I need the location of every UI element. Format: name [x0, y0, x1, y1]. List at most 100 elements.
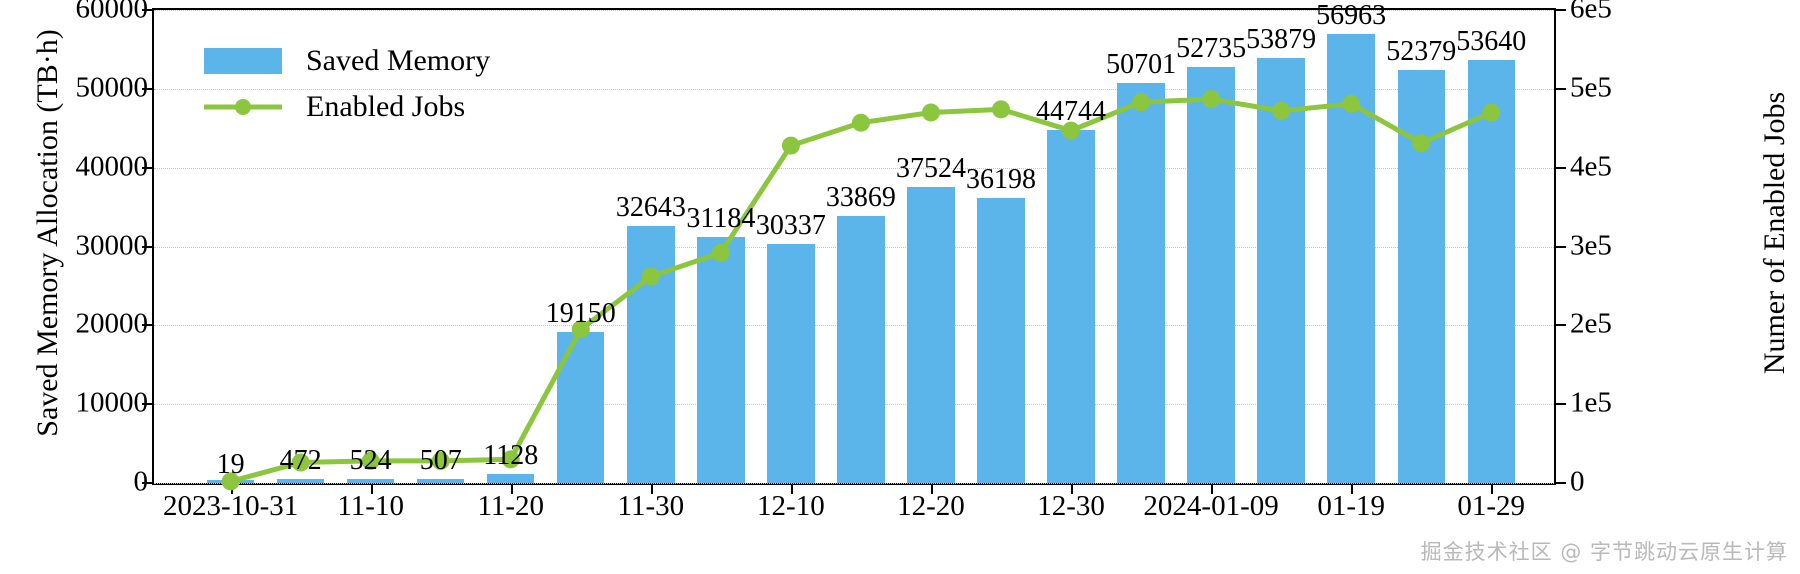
line-marker	[1062, 121, 1081, 140]
line-marker	[992, 100, 1010, 119]
bar-value-label: 33869	[825, 181, 896, 213]
line-marker	[291, 453, 310, 472]
bar-value-label: 36198	[966, 163, 1036, 195]
bar	[276, 479, 325, 483]
x-axis-tick-label: 01-19	[1317, 490, 1386, 522]
y-axis-left-tick-mark	[142, 166, 152, 169]
x-axis-tick-mark	[650, 485, 653, 494]
bar	[1257, 58, 1305, 483]
line-marker	[501, 450, 520, 469]
bar-value-label: 37524	[895, 153, 966, 185]
y-axis-right-tick-label: 5e5	[1570, 71, 1612, 104]
y-axis-right-tick-label: 0	[1570, 465, 1585, 498]
bar-value-label: 507	[419, 445, 462, 476]
bar-value-label: 19150	[545, 298, 616, 330]
y-axis-right-title: Numer of Enabled Jobs	[1758, 91, 1791, 375]
x-axis-tick-mark	[510, 485, 513, 494]
x-axis-tick-mark	[1211, 485, 1214, 494]
x-axis-tick-label: 2024-01-09	[1143, 490, 1279, 522]
line-marker	[431, 451, 450, 470]
x-axis-tick-label: 12-30	[1037, 490, 1105, 522]
x-axis-tick-label: 11-30	[617, 490, 685, 522]
y-axis-right-tick-mark	[1556, 403, 1566, 406]
y-axis-left-tick-mark	[142, 9, 152, 11]
bar-value-label: 53879	[1246, 24, 1317, 56]
x-axis-tick-mark	[790, 485, 793, 494]
y-axis-left-tick-label: 60000	[75, 0, 149, 25]
line-marker	[571, 320, 590, 339]
x-axis-tick-mark	[930, 485, 933, 494]
y-axis-right-tick-mark	[1556, 9, 1566, 11]
y-axis-right-tick-label: 3e5	[1570, 229, 1612, 261]
y-axis-left-tick-label: 30000	[75, 229, 149, 261]
y-axis-left-tick-label: 40000	[75, 150, 149, 183]
bar	[1467, 60, 1515, 483]
y-axis-left-tick-mark	[142, 245, 152, 248]
watermark: 掘金技术社区 @ 字节跳动云原生计算	[1420, 540, 1788, 564]
line-marker	[361, 451, 380, 470]
y-axis-right-tick-mark	[1556, 324, 1566, 327]
line-marker	[1482, 103, 1501, 122]
bar-value-label: 50701	[1106, 49, 1177, 81]
y-axis-right-tick-label: 6e5	[1570, 0, 1612, 25]
line-marker	[1342, 94, 1361, 113]
line-marker	[781, 136, 800, 155]
bar	[977, 197, 1025, 483]
y-axis-left-title: Saved Memory Allocation (TB·h)	[31, 29, 64, 437]
bar	[487, 474, 535, 483]
x-axis-tick-mark	[370, 485, 373, 494]
bar-value-label: 53640	[1456, 26, 1527, 58]
line-marker	[921, 103, 940, 122]
legend-line-marker-icon	[204, 94, 282, 120]
y-axis-left-tick-mark	[142, 87, 152, 90]
x-axis-tick-label: 11-20	[477, 490, 545, 522]
y-axis-left-tick-label: 0	[133, 465, 149, 498]
x-axis-tick-label: 01-29	[1457, 490, 1526, 522]
x-axis-tick-mark	[1351, 485, 1354, 494]
y-axis-left-tick-mark	[142, 482, 152, 484]
y-axis-left-tick-label: 10000	[75, 386, 149, 419]
bar	[417, 479, 465, 483]
bar	[697, 237, 745, 483]
bar	[1047, 130, 1095, 483]
y-axis-right-tick-label: 1e5	[1570, 386, 1612, 419]
bar	[1117, 83, 1165, 483]
bar	[347, 478, 395, 483]
line-marker	[711, 243, 730, 262]
legend-item-enabled-jobs: Enabled Jobs	[204, 84, 564, 130]
line-marker	[221, 472, 240, 491]
y-axis-right-tick-label: 2e5	[1570, 307, 1612, 340]
y-axis-right-tick-mark	[1556, 482, 1566, 484]
y-axis-left-tick-label: 20000	[75, 307, 149, 340]
x-axis-tick-label: 2023-10-31	[162, 490, 299, 522]
line-marker	[641, 267, 660, 286]
y-axis-right-tick-mark	[1556, 166, 1566, 169]
y-axis-left-tick-label: 50000	[75, 71, 149, 104]
bar-value-label: 1128	[483, 440, 539, 472]
bar	[837, 216, 885, 483]
bar-value-label: 472	[279, 445, 322, 477]
line-marker	[1272, 101, 1291, 120]
legend-label-saved-memory: Saved Memory	[306, 44, 491, 77]
line-marker	[851, 113, 870, 132]
bar	[1187, 67, 1235, 483]
bar-value-label: 31184	[686, 203, 756, 235]
line-marker	[1132, 93, 1151, 112]
line-series-enabled-jobs	[221, 90, 1501, 491]
y-axis-left-tick-mark	[142, 324, 152, 327]
bar-value-label: 524	[349, 444, 392, 476]
y-axis-right-tick-label: 4e5	[1570, 150, 1612, 183]
bar-value-label: 44744	[1036, 96, 1107, 128]
bar-value-label: 52379	[1386, 36, 1457, 68]
legend-label-enabled-jobs: Enabled Jobs	[306, 90, 466, 123]
bar-value-label: 32643	[615, 191, 686, 223]
y-axis-right-tick-mark	[1556, 87, 1566, 90]
line-marker	[1202, 90, 1221, 109]
legend-item-saved-memory: Saved Memory	[204, 38, 564, 84]
x-axis-tick-mark	[1071, 485, 1074, 494]
x-axis-tick-label: 12-20	[897, 490, 965, 522]
y-axis-right-tick-mark	[1556, 245, 1566, 248]
y-axis-left-tick-mark	[142, 403, 152, 406]
chart-legend: Saved Memory Enabled Jobs	[194, 32, 574, 136]
